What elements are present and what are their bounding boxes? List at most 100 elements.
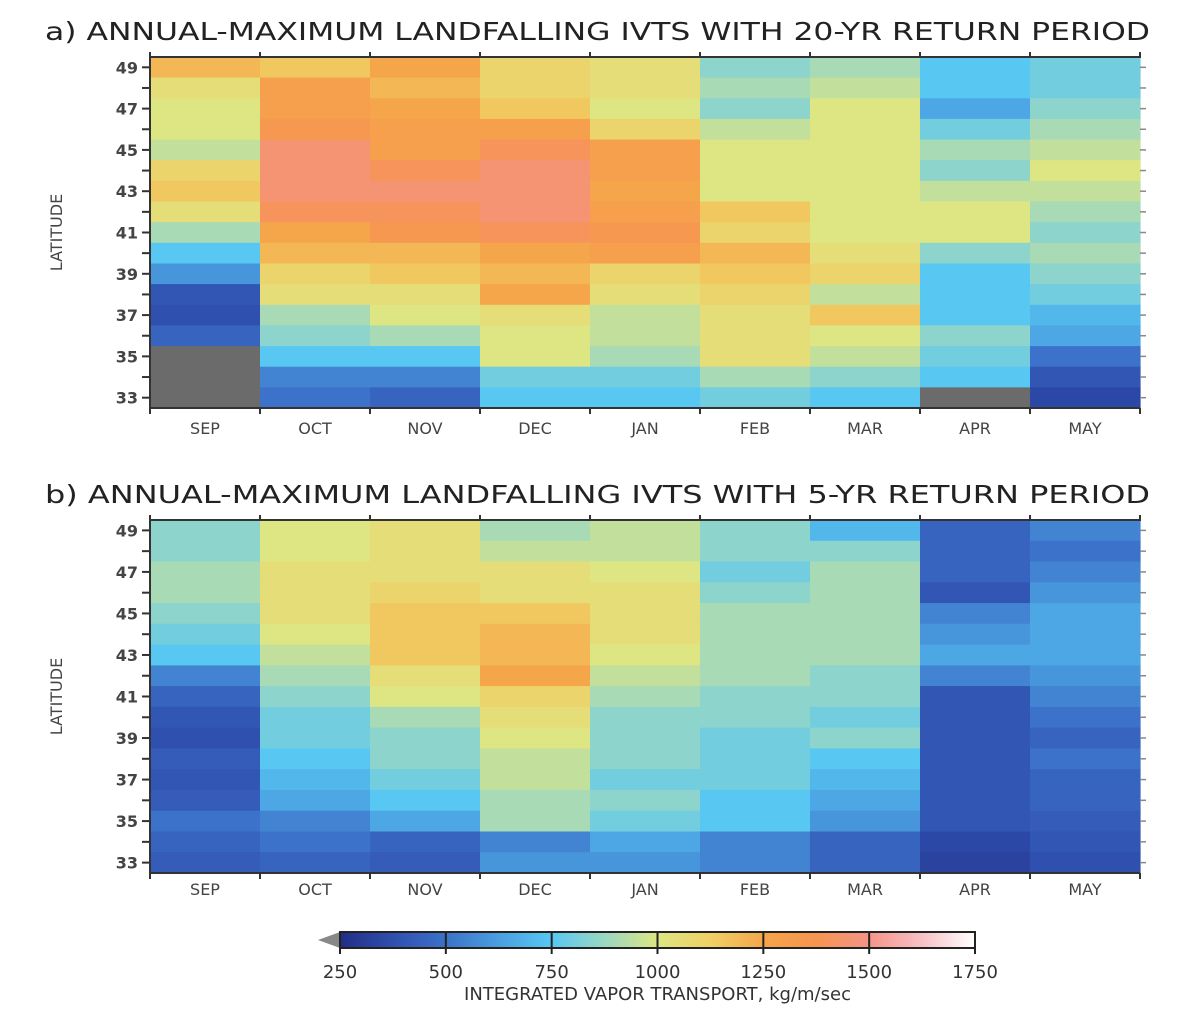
heatmap-cell: [590, 160, 701, 182]
heatmap-cell: [150, 769, 261, 791]
heatmap-cell: [480, 366, 591, 388]
heatmap-cell: [590, 789, 701, 812]
heatmap-cell: [810, 831, 921, 853]
heatmap-cell: [920, 748, 1031, 770]
heatmap-cell: [260, 180, 371, 203]
heatmap-cell: [920, 346, 1031, 368]
heatmap-cell: [480, 180, 591, 203]
heatmap-cell: [260, 201, 371, 223]
heatmap-cell: [700, 665, 811, 687]
heatmap-cell: [590, 603, 701, 625]
heatmap-cell: [370, 665, 481, 687]
heatmap-cell: [810, 706, 921, 729]
heatmap-cell: [370, 139, 481, 161]
heatmap-cell: [480, 304, 591, 326]
heatmap-cell: [810, 769, 921, 791]
heatmap-cell: [150, 346, 261, 368]
heatmap-cell: [370, 180, 481, 203]
heatmap-cell: [920, 603, 1031, 625]
colorbar-tick-label: 750: [534, 962, 568, 983]
x-tick-label: APR: [959, 880, 991, 899]
heatmap-cell: [260, 263, 371, 285]
heatmap-cell: [700, 284, 811, 306]
heatmap-cell: [480, 810, 591, 833]
heatmap-cell: [260, 77, 371, 99]
heatmap-cell: [370, 77, 481, 99]
heatmap-cell: [810, 98, 921, 120]
heatmap-cell: [150, 852, 261, 874]
y-tick-label: 41: [116, 688, 138, 707]
y-tick-label: 37: [116, 771, 138, 790]
heatmap-cell: [700, 242, 811, 264]
heatmap-cell: [590, 98, 701, 120]
heatmap-cell: [590, 582, 701, 604]
heatmap-cell: [590, 769, 701, 791]
heatmap-cell: [480, 98, 591, 120]
heatmap-cell: [370, 789, 481, 812]
heatmap-cell: [590, 520, 701, 542]
heatmap-cell: [1030, 346, 1141, 368]
heatmap-cell: [700, 727, 811, 749]
heatmap-cell: [370, 561, 481, 583]
heatmap-cell: [150, 139, 261, 161]
heatmap-cell: [480, 57, 591, 79]
colorbar-tick-label: 1500: [846, 962, 892, 983]
heatmap-cell: [370, 727, 481, 749]
heatmap-cell: [150, 831, 261, 853]
heatmap-cell: [590, 561, 701, 583]
y-tick-label: 39: [116, 265, 138, 284]
heatmap-cell: [920, 582, 1031, 604]
heatmap-cell: [480, 77, 591, 99]
y-tick-label: 43: [116, 182, 138, 201]
y-tick-label: 47: [116, 563, 138, 582]
heatmap-cell: [920, 118, 1031, 141]
heatmap-cell: [260, 623, 371, 646]
heatmap-cell: [700, 582, 811, 604]
heatmap-cell: [810, 789, 921, 812]
heatmap-cell: [150, 540, 261, 563]
heatmap-cell: [590, 180, 701, 203]
heatmap-cell: [1030, 304, 1141, 326]
heatmap-cell: [810, 520, 921, 542]
heatmap-cell: [150, 387, 261, 409]
heatmap-cell: [480, 139, 591, 161]
panel-title: b) ANNUAL-MAXIMUM LANDFALLING IVTS WITH …: [45, 480, 1150, 509]
heatmap-cell: [370, 325, 481, 347]
heatmap-cell: [260, 665, 371, 687]
heatmap-cell: [480, 242, 591, 264]
heatmap-cell: [590, 540, 701, 563]
colorbar-tick-label: 1750: [952, 962, 998, 983]
heatmap-cell: [810, 603, 921, 625]
y-tick-label: 47: [116, 100, 138, 119]
heatmap-cell: [480, 727, 591, 749]
heatmap-cell: [260, 284, 371, 306]
heatmap-cell: [810, 540, 921, 563]
heatmap-cell: [480, 748, 591, 770]
heatmap-cell: [370, 201, 481, 223]
heatmap-cell: [1030, 57, 1141, 79]
heatmap-cell: [150, 263, 261, 285]
heatmap-cell: [810, 284, 921, 306]
heatmap-cell: [590, 665, 701, 687]
heatmap-cell: [480, 346, 591, 368]
heatmap-cell: [920, 810, 1031, 833]
heatmap-cell: [700, 263, 811, 285]
heatmap-cell: [1030, 387, 1141, 409]
heatmap-cell: [1030, 706, 1141, 729]
colorbar-extend-arrow: [318, 932, 340, 948]
heatmap-cell: [700, 346, 811, 368]
heatmap-cell: [370, 98, 481, 120]
heatmap-cell: [1030, 644, 1141, 666]
x-tick-label: APR: [959, 419, 991, 438]
heatmap-cell: [480, 603, 591, 625]
heatmap-cell: [920, 180, 1031, 203]
heatmap-cell: [810, 686, 921, 708]
heatmap-cell: [150, 160, 261, 182]
heatmap-cell: [150, 665, 261, 687]
heatmap-cell: [260, 304, 371, 326]
x-tick-label: SEP: [190, 880, 220, 899]
heatmap-cell: [810, 201, 921, 223]
heatmap-cell: [700, 77, 811, 99]
heatmap-cell: [1030, 603, 1141, 625]
heatmap-cell: [150, 180, 261, 203]
